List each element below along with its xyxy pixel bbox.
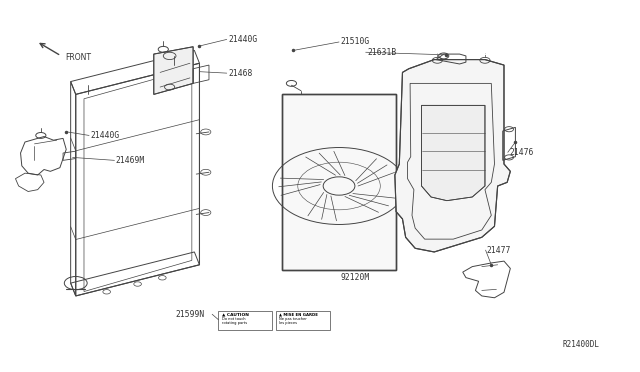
Text: 21631B: 21631B [367, 48, 397, 57]
Text: 21599N: 21599N [175, 310, 205, 319]
Text: 21440G: 21440G [228, 35, 257, 44]
Text: ▲ CAUTION: ▲ CAUTION [221, 313, 248, 317]
Polygon shape [422, 105, 485, 201]
Text: Do not touch
rotating parts: Do not touch rotating parts [221, 317, 247, 326]
Text: 21440G: 21440G [90, 131, 120, 140]
Text: 21476: 21476 [509, 148, 533, 157]
Polygon shape [395, 60, 510, 252]
Text: Ne pas toucher
les pieces: Ne pas toucher les pieces [279, 317, 307, 326]
Bar [276, 311, 330, 330]
Text: 21477: 21477 [487, 246, 511, 254]
Text: 21468: 21468 [228, 69, 252, 78]
Bar [218, 311, 273, 330]
Polygon shape [154, 47, 193, 94]
Polygon shape [282, 94, 396, 270]
Text: FRONT: FRONT [65, 53, 91, 62]
Text: 21469M: 21469M [116, 156, 145, 165]
Text: ▲ MISE EN GARDE: ▲ MISE EN GARDE [279, 313, 317, 317]
Text: 21510G: 21510G [340, 38, 369, 46]
Text: R21400DL: R21400DL [562, 340, 599, 349]
Text: 92120M: 92120M [340, 273, 369, 282]
